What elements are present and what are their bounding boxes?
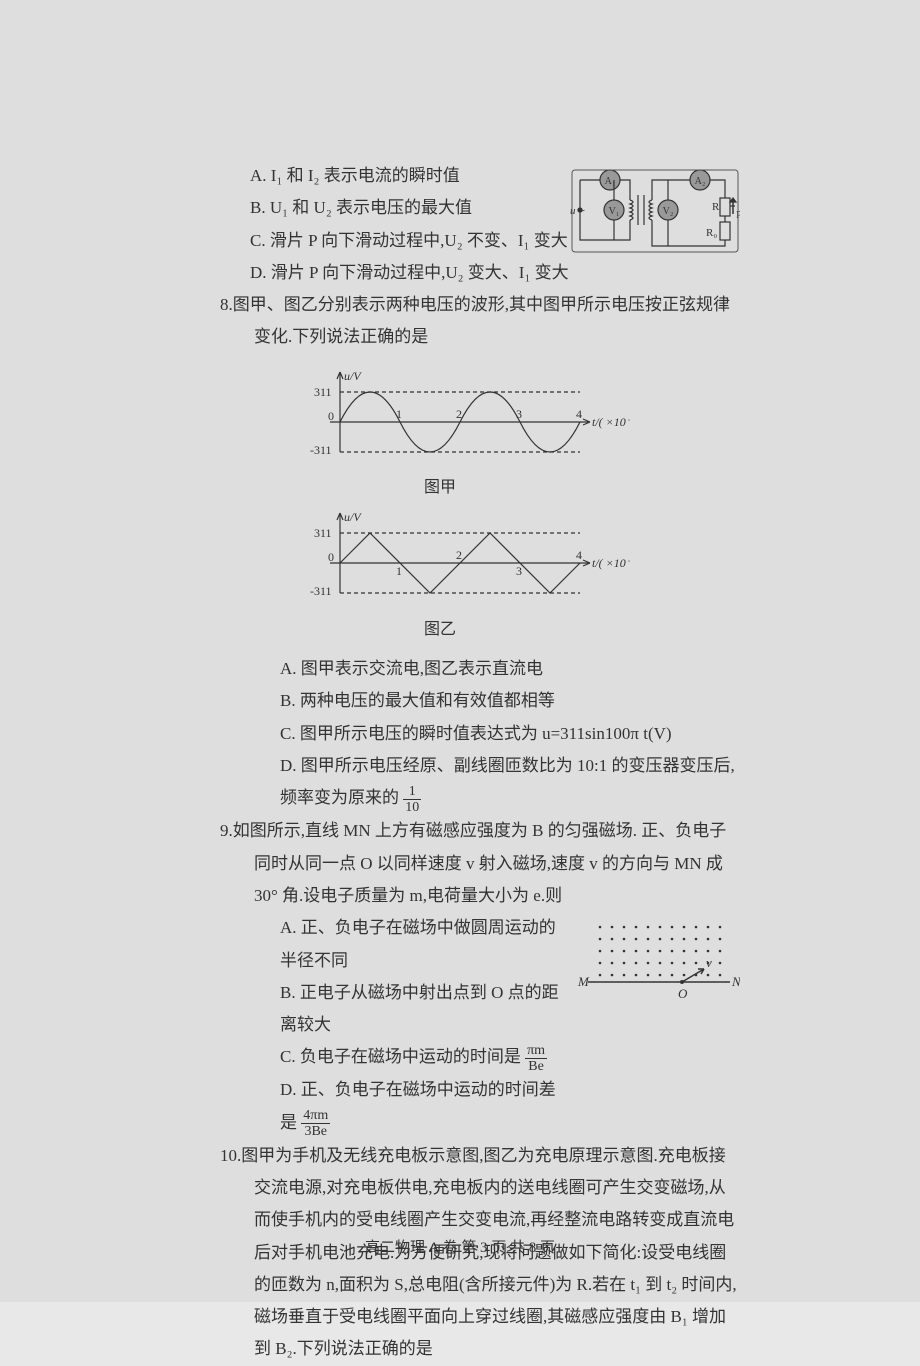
magnetic-field-diagram: M N O v xyxy=(570,912,740,1012)
chart-jia-ymin: -311 xyxy=(310,443,332,457)
diagram-n-label: N xyxy=(731,974,740,989)
svg-text:1: 1 xyxy=(396,564,402,578)
q7-opt-d: D. 滑片 P 向下滑动过程中,U₂ 变大、I₁ 变大 xyxy=(250,257,570,289)
svg-text:2: 2 xyxy=(456,407,462,421)
diagram-o-label: O xyxy=(678,986,688,1001)
chart-yi-ylabel: u/V xyxy=(344,510,362,524)
chart-jia-zero: 0 xyxy=(328,409,334,423)
q9-opt-a: A. 正、负电子在磁场中做圆周运动的半径不同 xyxy=(280,912,570,977)
q9-opt-c-prefix: C. 负电子在磁场中运动的时间是 xyxy=(280,1047,521,1066)
chart-jia-ylabel: u/V xyxy=(344,369,362,383)
diagram-m-label: M xyxy=(577,974,590,989)
diagram-v-label: v xyxy=(706,955,712,970)
q9-opt-d: D. 正、负电子在磁场中运动的时间差是 4πm 3Be xyxy=(280,1074,570,1139)
q7-row: A. I₁ 和 I₂ 表示电流的瞬时值 B. U₁ 和 U₂ 表示电压的最大值 … xyxy=(220,160,740,289)
q8-opt-d: D. 图甲所示电压经原、副线圈匝数比为 10:1 的变压器变压后,频率变为原来的… xyxy=(280,750,740,815)
chart-yi-zero: 0 xyxy=(328,550,334,564)
exam-page: A. I₁ 和 I₂ 表示电流的瞬时值 B. U₁ 和 U₂ 表示电压的最大值 … xyxy=(0,0,920,1302)
q9-opt-c-frac: πm Be xyxy=(525,1043,547,1075)
transformer-circuit-diagram: A₁ V₁ A₂ R xyxy=(570,160,740,260)
resistor-r-label: R xyxy=(712,201,720,213)
q9-opt-d-frac: 4πm 3Be xyxy=(301,1108,330,1140)
q8-charts: u/V 311 0 -311 1 2 3 4 t/( ×10⁻² s) 图甲 xyxy=(290,362,740,645)
q9-opt-c: C. 负电子在磁场中运动的时间是 πm Be xyxy=(280,1041,570,1074)
q9-row: A. 正、负电子在磁场中做圆周运动的半径不同 B. 正电子从磁场中射出点到 O … xyxy=(220,912,740,1139)
q9-options: A. 正、负电子在磁场中做圆周运动的半径不同 B. 正电子从磁场中射出点到 O … xyxy=(220,912,570,1139)
voltmeter-v1-label: V₁ xyxy=(609,206,620,217)
chart-jia-caption: 图甲 xyxy=(310,473,570,503)
q9-opt-b: B. 正电子从磁场中射出点到 O 点的距离较大 xyxy=(280,977,570,1042)
chart-jia-xlabel: t/( ×10⁻² s) xyxy=(592,415,630,429)
q8-opt-b: B. 两种电压的最大值和有效值都相等 xyxy=(280,685,740,717)
q7-opt-c: C. 滑片 P 向下滑动过程中,U₂ 不变、I₁ 变大 xyxy=(250,225,570,257)
chart-yi-caption: 图乙 xyxy=(310,615,570,645)
chart-jia-ymax: 311 xyxy=(314,385,332,399)
page-footer: 高二物理 A 卷 第 3 页 共 8 页 xyxy=(0,1234,920,1263)
q7-options: A. I₁ 和 I₂ 表示电流的瞬时值 B. U₁ 和 U₂ 表示电压的最大值 … xyxy=(220,160,570,289)
resistor-r0-label: R₀ xyxy=(706,227,717,239)
q7-opt-b: B. U₁ 和 U₂ 表示电压的最大值 xyxy=(250,192,570,224)
svg-text:4: 4 xyxy=(576,407,582,421)
q7-opt-a: A. I₁ 和 I₂ 表示电流的瞬时值 xyxy=(250,160,570,192)
svg-text:1: 1 xyxy=(396,407,402,421)
chart-jia: u/V 311 0 -311 1 2 3 4 t/( ×10⁻² s) xyxy=(290,362,630,462)
svg-text:3: 3 xyxy=(516,407,522,421)
svg-text:3: 3 xyxy=(516,564,522,578)
chart-yi-xlabel: t/( ×10⁻² s) xyxy=(592,556,630,570)
chart-yi-ymax: 311 xyxy=(314,526,332,540)
chart-yi: u/V 311 0 -311 1 2 3 4 t/( ×10⁻² s) xyxy=(290,503,630,603)
ammeter-a2-label: A₂ xyxy=(695,176,706,187)
q8-stem: 8.图甲、图乙分别表示两种电压的波形,其中图甲所示电压按正弦规律变化.下列说法正… xyxy=(254,289,740,354)
svg-text:2: 2 xyxy=(456,548,462,562)
chart-yi-ymin: -311 xyxy=(310,584,332,598)
q9-stem: 9.如图所示,直线 MN 上方有磁感应强度为 B 的匀强磁场. 正、负电子同时从… xyxy=(254,815,740,912)
q8-opt-c: C. 图甲所示电压的瞬时值表达式为 u=311sin100π t(V) xyxy=(280,718,740,750)
q8-opt-d-prefix: D. 图甲所示电压经原、副线圈匝数比为 10:1 的变压器变压后,频率变为原来的 xyxy=(280,756,735,807)
svg-text:4: 4 xyxy=(576,548,582,562)
q8-opt-d-frac: 1 10 xyxy=(403,784,421,816)
voltmeter-v2-label: V₂ xyxy=(663,206,674,217)
q8-opt-a: A. 图甲表示交流电,图乙表示直流电 xyxy=(280,653,740,685)
